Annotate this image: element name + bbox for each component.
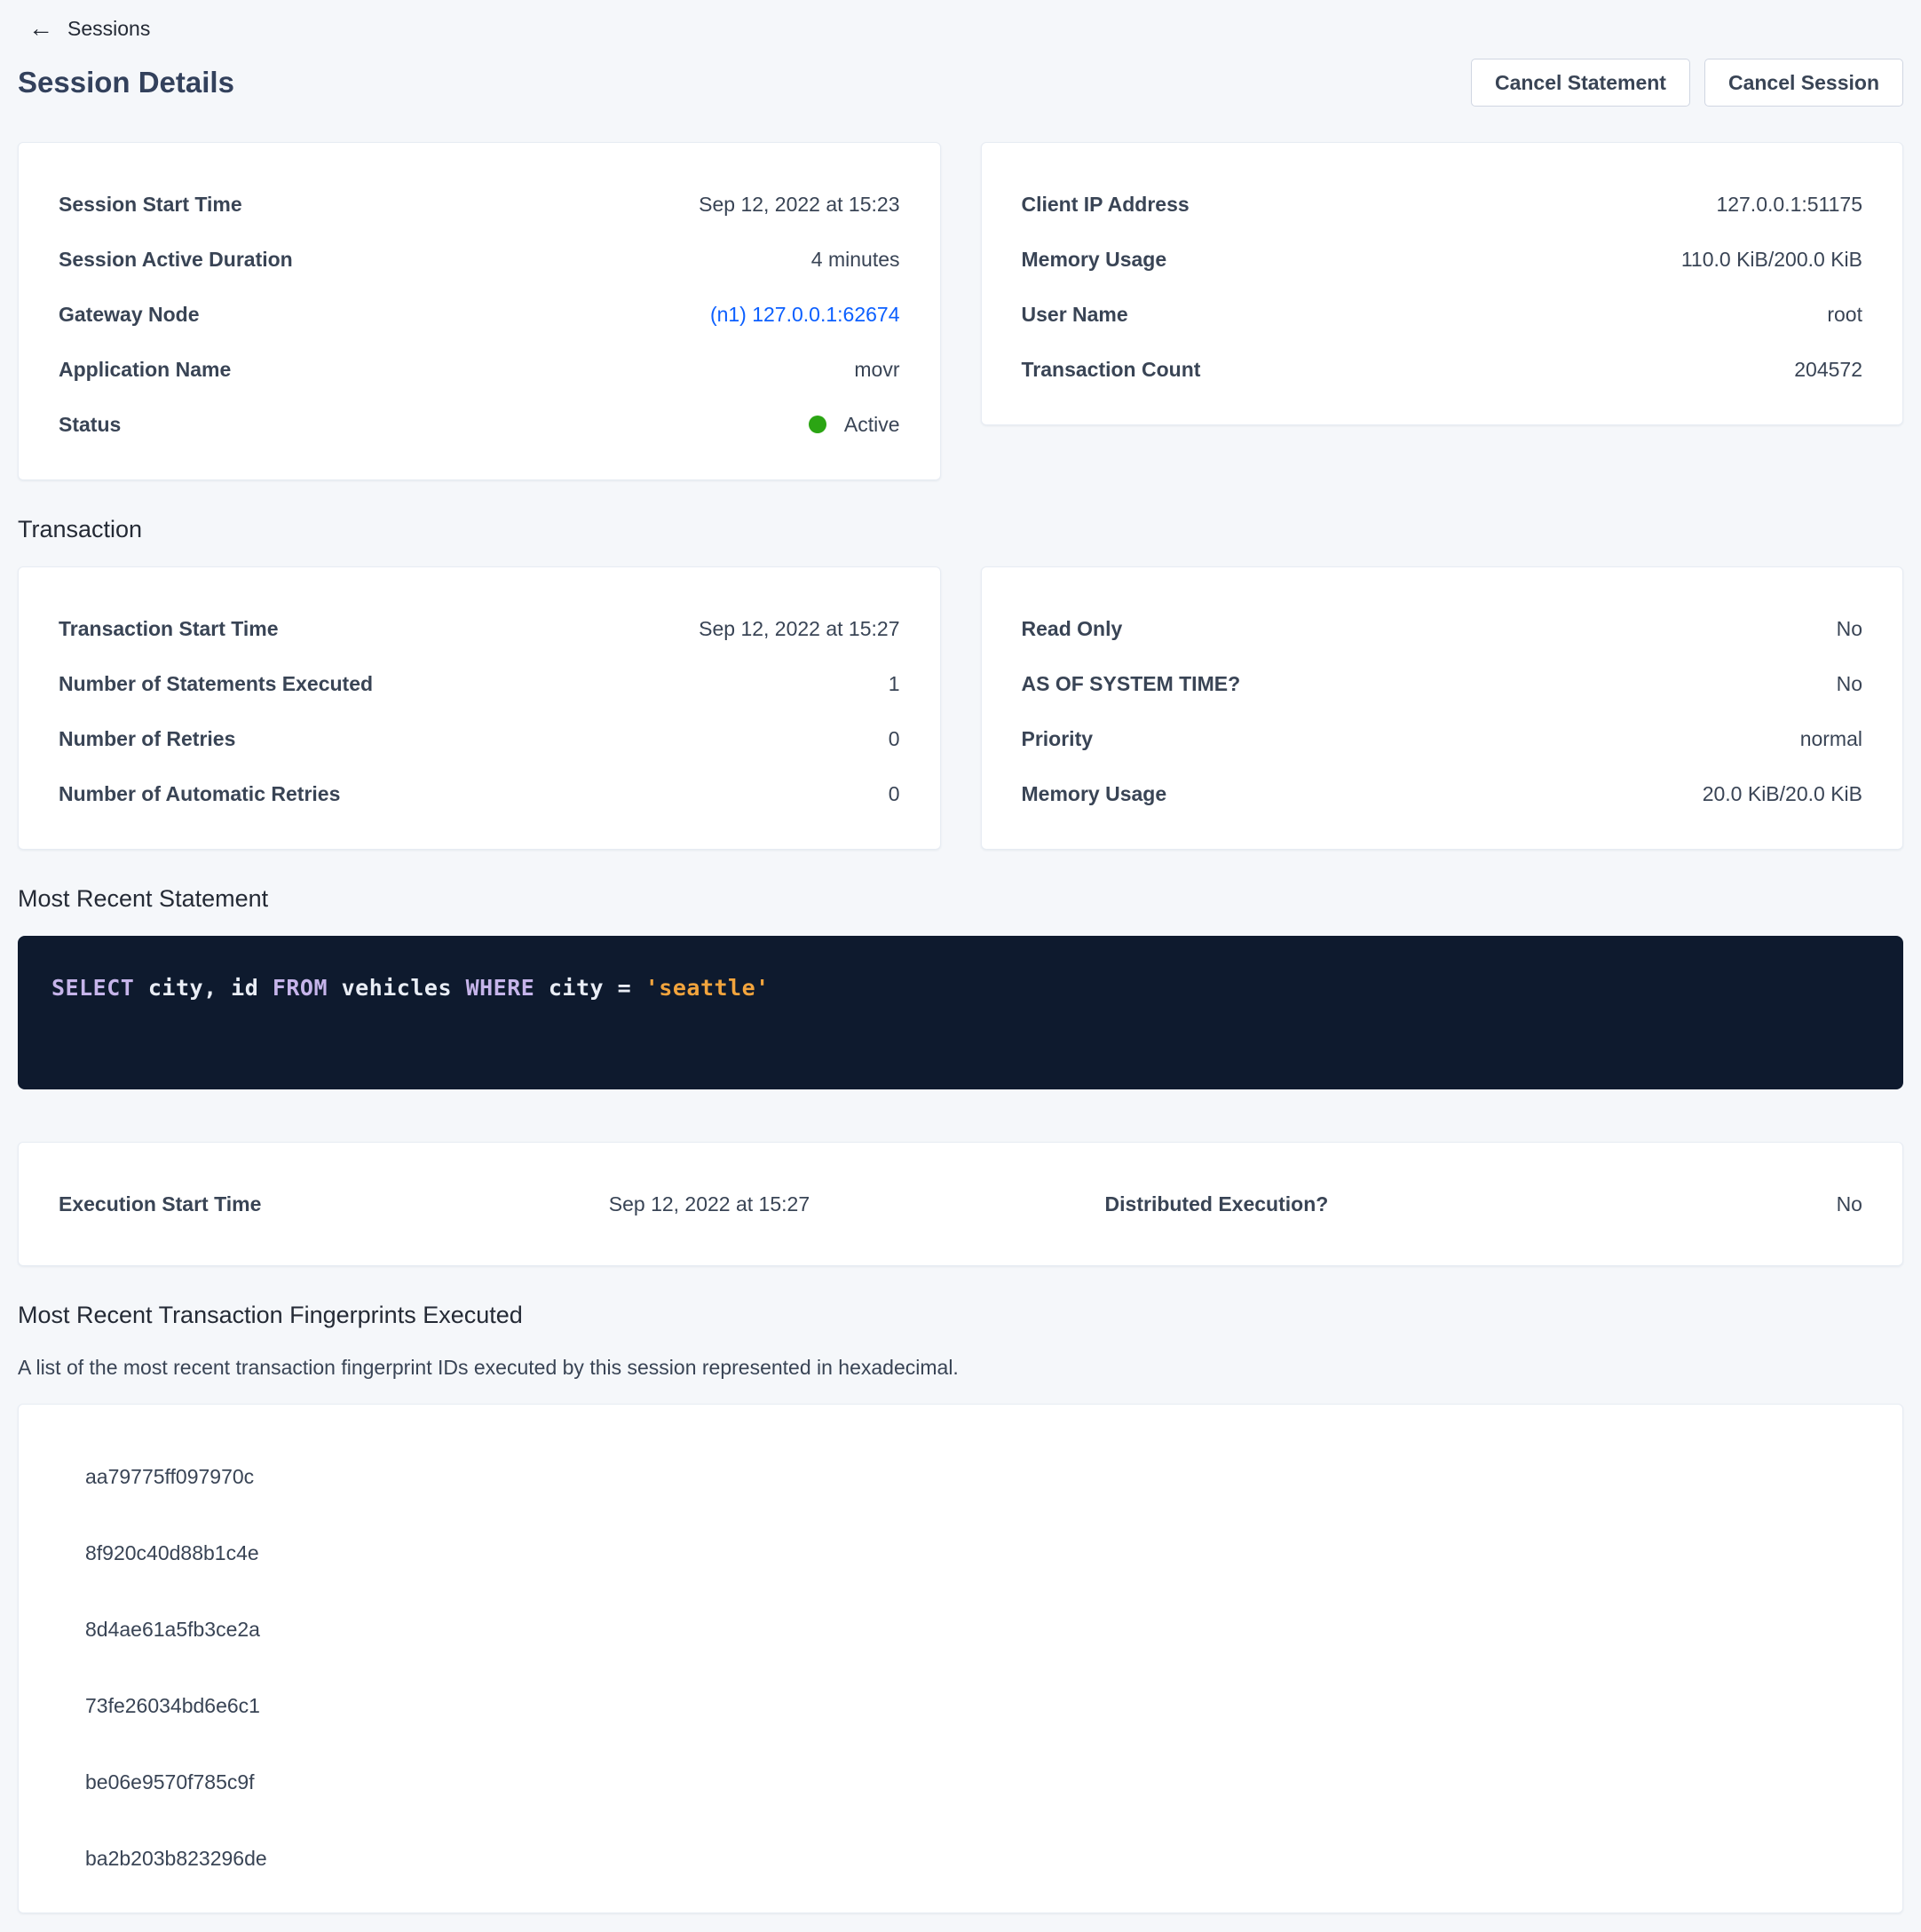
as-of-system-time-row: AS OF SYSTEM TIME? No — [1022, 669, 1863, 699]
header-actions: Cancel Statement Cancel Session — [1470, 59, 1903, 107]
sql-string-literal: 'seattle' — [644, 975, 770, 1001]
sql-identifiers: city, id — [134, 975, 273, 1001]
back-arrow-icon[interactable]: ← — [28, 14, 53, 42]
application-name-value: movr — [854, 358, 900, 381]
as-of-system-time-value: No — [1836, 672, 1862, 695]
distributed-execution-value: No — [1836, 1192, 1862, 1215]
fingerprint-list-item: 8d4ae61a5fb3ce2a — [85, 1618, 260, 1641]
fingerprint-list-item: 8f920c40d88b1c4e — [85, 1541, 259, 1564]
fingerprint-list-item: 73fe26034bd6e6c1 — [85, 1694, 260, 1717]
execution-start-time-label: Execution Start Time — [59, 1192, 262, 1215]
fingerprints-description: A list of the most recent transaction fi… — [18, 1356, 959, 1379]
execution-start-time-value: Sep 12, 2022 at 15:27 — [608, 1192, 810, 1215]
execution-details-card: Execution Start Time Sep 12, 2022 at 15:… — [18, 1142, 1903, 1266]
as-of-system-time-label: AS OF SYSTEM TIME? — [1021, 672, 1241, 695]
status-label: Status — [59, 413, 122, 436]
session-active-duration-row: Session Active Duration 4 minutes — [59, 244, 900, 274]
client-ip-row: Client IP Address 127.0.0.1:51175 — [1022, 189, 1863, 219]
status-active-dot-icon — [808, 416, 826, 433]
sql-statement-text: SELECT city, id FROM vehicles WHERE city… — [51, 975, 1870, 1001]
retries-row: Number of Retries 0 — [59, 724, 900, 754]
transaction-memory-usage-label: Memory Usage — [1021, 782, 1167, 805]
sql-statement-box: SELECT city, id FROM vehicles WHERE city… — [18, 936, 1903, 1089]
sql-identifiers: city = — [534, 975, 645, 1001]
application-name-label: Application Name — [59, 358, 232, 381]
user-name-label: User Name — [1021, 303, 1128, 326]
fingerprints-section-heading: Most Recent Transaction Fingerprints Exe… — [18, 1302, 523, 1328]
priority-value: normal — [1799, 727, 1862, 750]
transaction-start-time-label: Transaction Start Time — [59, 617, 279, 640]
auto-retries-label: Number of Automatic Retries — [59, 782, 341, 805]
read-only-value: No — [1836, 617, 1862, 640]
transaction-section-heading: Transaction — [18, 516, 143, 542]
read-only-label: Read Only — [1021, 617, 1123, 640]
transaction-start-time-row: Transaction Start Time Sep 12, 2022 at 1… — [59, 614, 900, 644]
transaction-memory-usage-row: Memory Usage 20.0 KiB/20.0 KiB — [1022, 779, 1863, 809]
session-active-duration-value: 4 minutes — [810, 248, 900, 271]
gateway-node-label: Gateway Node — [59, 303, 200, 326]
session-summary-card-left: Session Start Time Sep 12, 2022 at 15:23… — [18, 142, 941, 480]
session-memory-usage-row: Memory Usage 110.0 KiB/200.0 KiB — [1022, 244, 1863, 274]
session-memory-usage-value: 110.0 KiB/200.0 KiB — [1680, 248, 1862, 271]
retries-label: Number of Retries — [59, 727, 236, 750]
status-row: Status Active — [59, 409, 900, 439]
page-header: Session Details Cancel Statement Cancel … — [18, 59, 1903, 107]
gateway-node-row: Gateway Node (n1) 127.0.0.1:62674 — [59, 299, 900, 329]
priority-row: Priority normal — [1022, 724, 1863, 754]
statements-executed-label: Number of Statements Executed — [59, 672, 374, 695]
breadcrumb-sessions-link[interactable]: Sessions — [67, 16, 151, 40]
transaction-memory-usage-value: 20.0 KiB/20.0 KiB — [1702, 782, 1862, 805]
transaction-card-left: Transaction Start Time Sep 12, 2022 at 1… — [18, 566, 941, 850]
session-summary-card-right: Client IP Address 127.0.0.1:51175 Memory… — [980, 142, 1903, 425]
fingerprint-list-item: aa79775ff097970c — [85, 1465, 255, 1488]
gateway-node-link[interactable]: (n1) 127.0.0.1:62674 — [709, 303, 900, 326]
transaction-count-row: Transaction Count 204572 — [1022, 354, 1863, 384]
user-name-row: User Name root — [1022, 299, 1863, 329]
auto-retries-row: Number of Automatic Retries 0 — [59, 779, 900, 809]
distributed-execution-label: Distributed Execution? — [1104, 1192, 1329, 1215]
transaction-count-value: 204572 — [1794, 358, 1862, 381]
sql-keyword: FROM — [272, 975, 328, 1001]
fingerprint-list-item: ba2b203b823296de — [85, 1847, 267, 1870]
sql-identifiers: vehicles — [328, 975, 466, 1001]
priority-label: Priority — [1021, 727, 1094, 750]
session-start-time-label: Session Start Time — [59, 193, 242, 216]
client-ip-label: Client IP Address — [1021, 193, 1190, 216]
session-summary-row: Session Start Time Sep 12, 2022 at 15:23… — [18, 142, 1903, 480]
cancel-statement-button[interactable]: Cancel Statement — [1470, 59, 1690, 107]
transaction-card-right: Read Only No AS OF SYSTEM TIME? No Prior… — [980, 566, 1903, 850]
status-badge: Active — [843, 413, 900, 436]
session-memory-usage-label: Memory Usage — [1021, 248, 1167, 271]
application-name-row: Application Name movr — [59, 354, 900, 384]
statements-executed-value: 1 — [888, 672, 900, 695]
breadcrumb: ← Sessions — [28, 16, 1903, 41]
session-active-duration-label: Session Active Duration — [59, 248, 293, 271]
user-name-value: root — [1827, 303, 1862, 326]
client-ip-value: 127.0.0.1:51175 — [1716, 193, 1862, 216]
most-recent-statement-heading: Most Recent Statement — [18, 885, 269, 912]
read-only-row: Read Only No — [1022, 614, 1863, 644]
sql-keyword: SELECT — [51, 975, 135, 1001]
session-start-time-row: Session Start Time Sep 12, 2022 at 15:23 — [59, 189, 900, 219]
transaction-start-time-value: Sep 12, 2022 at 15:27 — [699, 617, 900, 640]
page-title: Session Details — [18, 66, 234, 99]
transaction-summary-row: Transaction Start Time Sep 12, 2022 at 1… — [18, 566, 1903, 850]
cancel-session-button[interactable]: Cancel Session — [1704, 59, 1903, 107]
transaction-count-label: Transaction Count — [1021, 358, 1201, 381]
auto-retries-value: 0 — [888, 782, 900, 805]
session-start-time-value: Sep 12, 2022 at 15:23 — [699, 193, 900, 216]
fingerprint-list-item: be06e9570f785c9f — [85, 1770, 255, 1793]
statements-executed-row: Number of Statements Executed 1 — [59, 669, 900, 699]
sql-keyword: WHERE — [465, 975, 535, 1001]
status-value: Active — [808, 409, 900, 439]
retries-value: 0 — [888, 727, 900, 750]
fingerprints-card: aa79775ff097970c 8f920c40d88b1c4e 8d4ae6… — [18, 1404, 1903, 1913]
